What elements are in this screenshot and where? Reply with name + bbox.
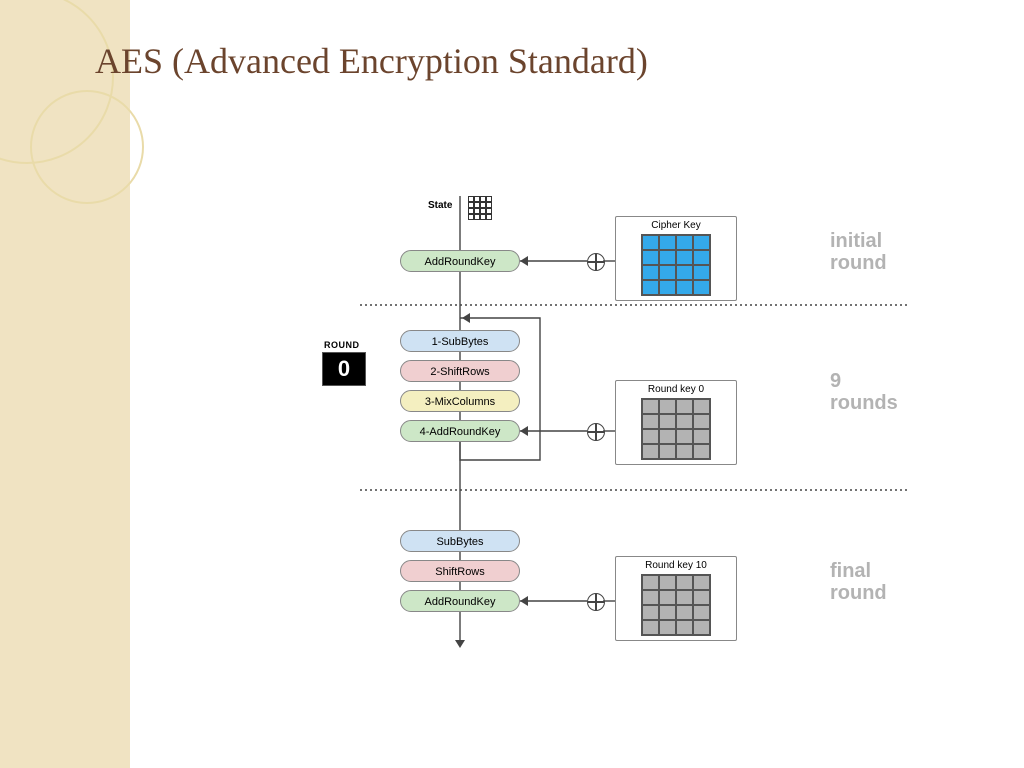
keybox-label: Cipher Key (616, 220, 736, 231)
page-title: AES (Advanced Encryption Standard) (95, 40, 648, 82)
key-grid-icon (641, 234, 711, 296)
xor-icon (587, 593, 605, 611)
op-sub1: 1-SubBytes (400, 330, 520, 352)
section-label-nine: 9rounds (830, 370, 898, 414)
keybox-roundkey10: Round key 10 (615, 556, 737, 641)
key-grid-icon (641, 398, 711, 460)
xor-icon (587, 253, 605, 271)
section-label-final: finalround (830, 560, 887, 604)
key-grid-icon (641, 574, 711, 636)
op-addkey1: 4-AddRoundKey (400, 420, 520, 442)
keybox-label: Round key 0 (616, 384, 736, 395)
op-sub2: SubBytes (400, 530, 520, 552)
op-shift2: ShiftRows (400, 560, 520, 582)
decorative-circle (30, 90, 144, 204)
op-mix1: 3-MixColumns (400, 390, 520, 412)
keybox-label: Round key 10 (616, 560, 736, 571)
state-label: State (428, 200, 452, 211)
aes-flow-diagram: State AddRoundKey 1-SubBytes 2-ShiftRows 3-M… (300, 190, 940, 720)
section-label-initial: initialround (830, 230, 887, 274)
xor-icon (587, 423, 605, 441)
op-addkey0: AddRoundKey (400, 250, 520, 272)
round-counter-label: ROUND (324, 340, 360, 350)
round-counter-value: 0 (322, 352, 366, 386)
state-grid-icon (468, 196, 492, 220)
keybox-cipherkey: Cipher Key (615, 216, 737, 301)
op-shift1: 2-ShiftRows (400, 360, 520, 382)
keybox-roundkey0: Round key 0 (615, 380, 737, 465)
op-addkey2: AddRoundKey (400, 590, 520, 612)
